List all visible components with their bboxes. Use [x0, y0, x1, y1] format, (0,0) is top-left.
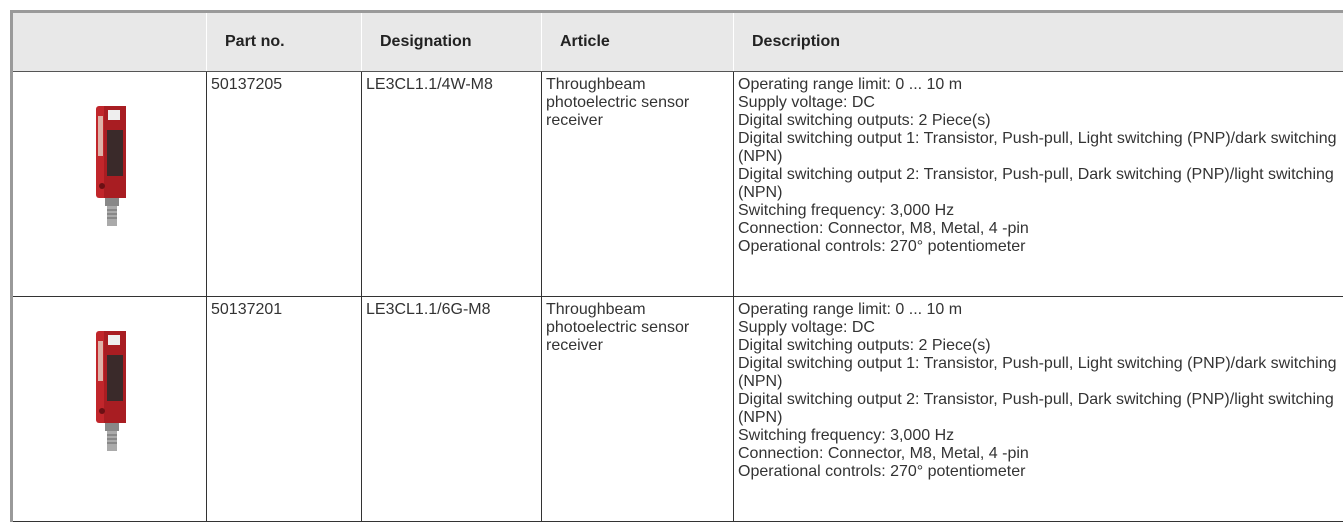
header-row: Part no. Designation Article Description	[11, 11, 1343, 72]
designation: LE3CL1.1/4W-M8	[361, 71, 542, 297]
description-line: Connection: Connector, M8, Metal, 4 -pin	[738, 445, 1029, 462]
description-line: Operating range limit: 0 ... 10 m	[738, 76, 963, 93]
product-image	[95, 106, 126, 226]
description-line: Digital switching outputs: 2 Piece(s)	[738, 112, 991, 129]
description-line: Switching frequency: 3,000 Hz	[738, 427, 955, 444]
description-line: Digital switching output 1: Transistor, …	[738, 355, 1337, 390]
header-cell	[11, 11, 207, 72]
header-cell: Designation	[361, 11, 542, 72]
description: Operating range limit: 0 ... 10 m Supply …	[733, 296, 1343, 522]
product-table: Part no. Designation Article Description…	[10, 10, 1343, 522]
description-line: Supply voltage: DC	[738, 94, 875, 111]
description-line: Operating range limit: 0 ... 10 m	[738, 301, 963, 318]
description-line: Supply voltage: DC	[738, 319, 875, 336]
description-line: Digital switching output 1: Transistor, …	[738, 130, 1337, 165]
designation: LE3CL1.1/6G-M8	[361, 296, 542, 522]
part-no: 50137205	[206, 71, 362, 297]
product-image	[95, 331, 126, 451]
image-cell	[11, 296, 207, 522]
article: Throughbeam photoelectric sensor receive…	[541, 296, 734, 522]
description-line: Digital switching output 2: Transistor, …	[738, 166, 1334, 201]
table-body: 50137205 LE3CL1.1/4W-M8 Throughbeam photoe…	[11, 71, 1343, 522]
description-line: Digital switching output 2: Transistor, …	[738, 391, 1334, 426]
product-row: 50137205 LE3CL1.1/4W-M8 Throughbeam photoe…	[11, 71, 1343, 297]
header-cell: Description	[733, 11, 1343, 72]
image-cell	[11, 71, 207, 297]
header-cell: Part no.	[206, 11, 362, 72]
part-no: 50137201	[206, 296, 362, 522]
description-line: Operational controls: 270° potentiometer	[738, 238, 1026, 255]
description-line: Digital switching outputs: 2 Piece(s)	[738, 337, 991, 354]
description: Operating range limit: 0 ... 10 m Supply …	[733, 71, 1343, 297]
description-line: Connection: Connector, M8, Metal, 4 -pin	[738, 220, 1029, 237]
product-row: 50137201 LE3CL1.1/6G-M8 Throughbeam photoe…	[11, 296, 1343, 522]
article: Throughbeam photoelectric sensor receive…	[541, 71, 734, 297]
header-cell: Article	[541, 11, 734, 72]
description-line: Operational controls: 270° potentiometer	[738, 463, 1026, 480]
description-line: Switching frequency: 3,000 Hz	[738, 202, 955, 219]
